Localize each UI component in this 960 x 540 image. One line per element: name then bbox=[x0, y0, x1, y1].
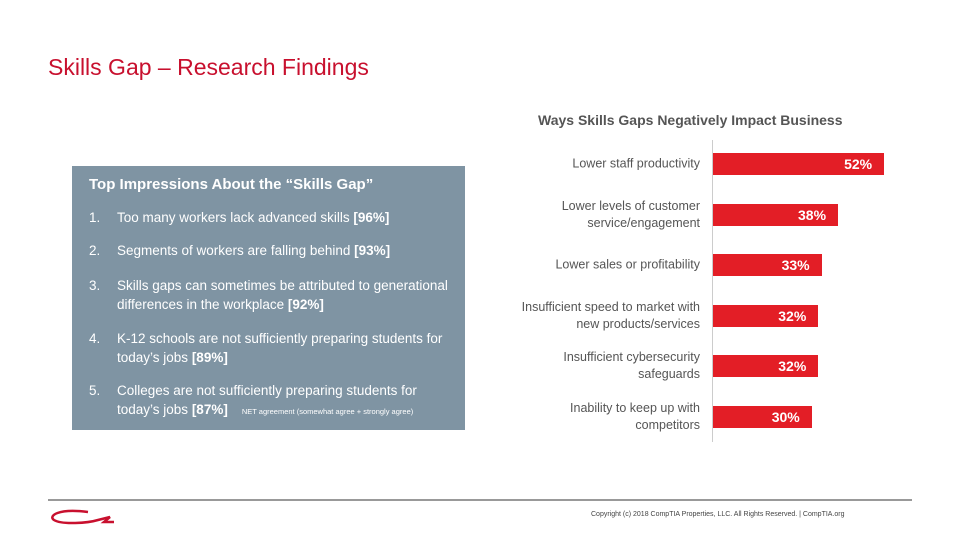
value-label: 32% bbox=[778, 307, 807, 324]
list-item: 1. Too many workers lack advanced skills … bbox=[89, 208, 454, 227]
item-text: K-12 schools are not sufficiently prepar… bbox=[117, 331, 443, 365]
value-label: 52% bbox=[844, 156, 873, 172]
item-text: Colleges are not sufficiently preparing … bbox=[117, 383, 417, 417]
item-text-wrap: Too many workers lack advanced skills [9… bbox=[117, 208, 389, 227]
item-value: [92%] bbox=[287, 297, 324, 312]
bar bbox=[713, 304, 819, 327]
item-text-wrap: Colleges are not sufficiently preparing … bbox=[117, 381, 454, 421]
value-label: 32% bbox=[778, 358, 807, 375]
box-title: Top Impressions About the “Skills Gap” bbox=[89, 176, 374, 193]
value-label: 38% bbox=[798, 206, 827, 223]
list-item: 4. K-12 schools are not sufficiently prep… bbox=[89, 329, 454, 367]
item-text: Segments of workers are falling behind bbox=[117, 243, 351, 258]
list-item: 2. Segments of workers are falling behind… bbox=[89, 241, 454, 260]
bar bbox=[713, 254, 822, 277]
item-text-wrap: Skills gaps can sometimes be attributed … bbox=[117, 276, 454, 314]
item-text-wrap: K-12 schools are not sufficiently prepar… bbox=[117, 329, 454, 367]
item-text-wrap: Segments of workers are falling behind [… bbox=[117, 241, 390, 260]
item-value: [89%] bbox=[191, 350, 228, 365]
value-label: 30% bbox=[771, 409, 800, 425]
list-item: 3. Skills gaps can sometimes be attribute… bbox=[89, 276, 454, 314]
category-label: Insufficient cybersecurity safeguards bbox=[563, 350, 700, 382]
item-value: [93%] bbox=[354, 243, 391, 258]
bar bbox=[713, 355, 819, 378]
category-label: Lower sales or profitability bbox=[555, 257, 700, 272]
item-value: [96%] bbox=[353, 210, 390, 225]
bar bbox=[713, 406, 812, 428]
impressions-box: Top Impressions About the “Skills Gap” 1… bbox=[72, 166, 465, 430]
value-label: 33% bbox=[781, 257, 810, 274]
category-label: Inability to keep up with competitors bbox=[570, 401, 700, 432]
bar bbox=[713, 203, 839, 226]
list-item: 5. Colleges are not sufficiently preparin… bbox=[89, 381, 454, 421]
item-value: [87%] bbox=[191, 402, 228, 417]
item-text: Too many workers lack advanced skills bbox=[117, 210, 350, 225]
logo bbox=[51, 509, 114, 525]
note: NET agreement (somewhat agree + strongly… bbox=[241, 407, 414, 416]
category-label: Lower levels of customer service/engagem… bbox=[561, 198, 700, 230]
footer: Copyright (c) 2018 CompTIA Properties, L… bbox=[591, 511, 845, 518]
chart-title: Ways Skills Gaps Negatively Impact Busin… bbox=[538, 112, 843, 128]
axis-line bbox=[712, 140, 713, 442]
item-number: 1. bbox=[89, 210, 101, 225]
item-number: 2. bbox=[89, 243, 101, 258]
category-label: Lower staff productivity bbox=[572, 156, 700, 171]
bar bbox=[713, 153, 885, 175]
item-number: 3. bbox=[89, 278, 101, 293]
category-label: Insufficient speed to market with new pr… bbox=[521, 299, 700, 331]
item-number: 5. bbox=[89, 383, 101, 398]
slide-title: Skills Gap – Research Findings bbox=[48, 54, 369, 80]
footer-rule bbox=[48, 499, 912, 501]
item-number: 4. bbox=[89, 331, 101, 346]
item-text: Skills gaps can sometimes be attributed … bbox=[117, 278, 448, 312]
